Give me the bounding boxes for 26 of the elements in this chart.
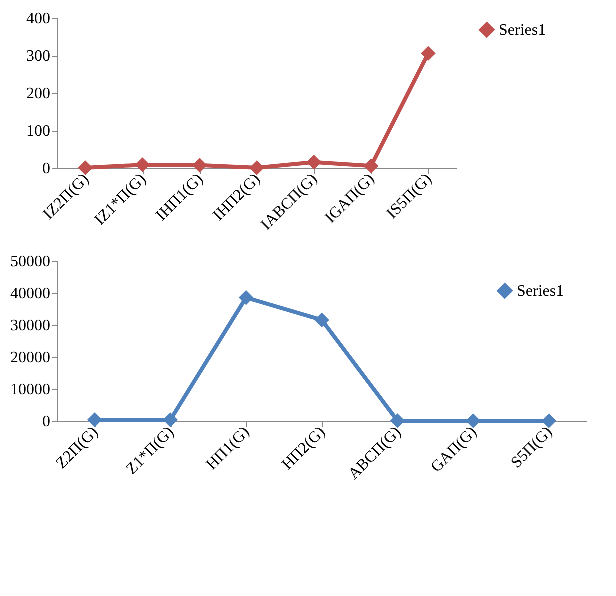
y-tick-label: 10000	[10, 382, 50, 398]
y-tick-label: 20000	[10, 350, 50, 366]
point	[163, 412, 178, 428]
point	[364, 158, 379, 174]
point	[306, 154, 322, 170]
y-tick-label: 0	[42, 414, 50, 430]
y-tick-label: 40000	[10, 286, 50, 302]
y-tick-label: 50000	[10, 254, 50, 270]
y-tick-label: 0	[42, 160, 50, 178]
point	[314, 312, 330, 328]
point	[192, 158, 208, 173]
point	[421, 46, 436, 62]
point	[238, 290, 254, 306]
legend-label: Series1	[517, 283, 564, 300]
y-tick-label: 100	[26, 123, 50, 140]
y-tick-label: 30000	[10, 318, 50, 334]
point	[542, 414, 557, 428]
y-tick-label: 300	[26, 48, 50, 65]
point	[87, 412, 102, 428]
point	[466, 414, 481, 428]
legend-label: Series1	[499, 22, 546, 39]
point	[250, 160, 264, 176]
y-tick-label: 400	[26, 10, 50, 28]
y-tick-label: 200	[26, 86, 50, 102]
point	[78, 160, 93, 176]
point	[135, 158, 150, 172]
